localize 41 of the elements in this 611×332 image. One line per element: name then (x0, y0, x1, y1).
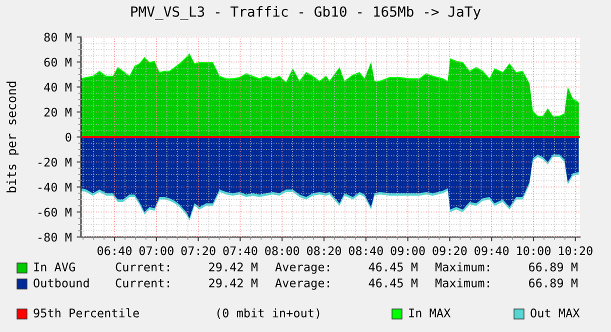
y-tick-label: -60 M (38, 208, 72, 217)
chart-title: PMV_VS_L3 - Traffic - Gb10 - 165Mb -> JaTy (131, 6, 481, 20)
text: Average: (275, 262, 330, 274)
text: (0 mbit in+out) (217, 308, 320, 319)
legend-label: Out MAX (530, 308, 580, 318)
text: Maximum: (435, 262, 490, 272)
x-tick-label: 08:00 (265, 246, 300, 256)
x-tick-label: 08:40 (348, 246, 383, 256)
y-tick-label: 80 M (44, 32, 72, 42)
text: Current: (116, 278, 170, 288)
x-tick-label: 09:20 (432, 246, 467, 256)
text: 29.42 M (209, 262, 258, 272)
text: Average: (275, 278, 330, 290)
x-tick-label: 06:40 (98, 246, 132, 256)
text: 46.45 M (368, 262, 418, 272)
y-tick-label: 60 M (44, 58, 72, 67)
text: 46.45 M (368, 278, 418, 288)
x-tick-label: 10:00 (517, 246, 550, 256)
y-tick-label: 40 M (44, 82, 72, 92)
x-tick-label: 07:20 (181, 246, 216, 256)
x-tick-label: 07:00 (139, 246, 174, 256)
y-tick-label: 20 M (44, 108, 72, 117)
y-tick-label: -40 M (38, 182, 72, 192)
legend-label: In MAX (409, 308, 451, 318)
legend-label: In AVG (34, 262, 75, 272)
legend-label: 95th Percentile (34, 308, 139, 318)
y-axis-title: bits per second (6, 82, 19, 192)
text: Current: (116, 262, 170, 272)
y-tick-label: -80 M (38, 232, 72, 242)
text: Maximum: (435, 278, 490, 288)
legend-label: Outbound (34, 278, 89, 288)
x-tick-label: 09:40 (474, 246, 509, 256)
x-tick-label: 10:20 (559, 246, 592, 256)
y-tick-label: -20 M (38, 158, 72, 167)
x-tick-label: 07:40 (223, 246, 258, 256)
y-tick-label: 0 (66, 132, 72, 142)
x-tick-label: 08:20 (307, 246, 342, 256)
text: 66.89 M (529, 262, 578, 272)
text: 66.89 M (529, 278, 578, 288)
text: 29.42 M (209, 278, 258, 288)
x-tick-label: 09:00 (390, 246, 425, 256)
